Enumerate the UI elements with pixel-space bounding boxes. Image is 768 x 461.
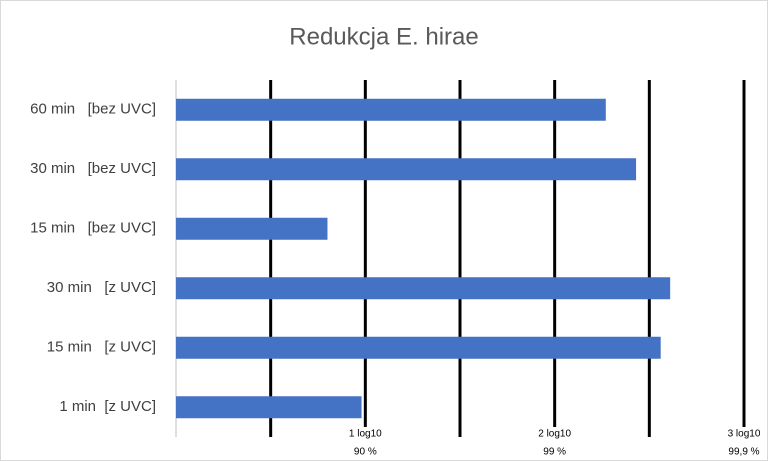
y-tick-label: 15 min [bez UVC] (30, 220, 156, 237)
bar (176, 336, 661, 359)
bar (176, 98, 606, 121)
x-tick-label: 2 log10 (538, 429, 571, 440)
x-tick-label: 3 log10 (728, 429, 761, 440)
x-tick-sublabel: 99,9 % (728, 447, 759, 458)
y-tick-label: 30 min [bez UVC] (30, 160, 156, 177)
chart-title: Redukcja E. hirae (289, 23, 478, 50)
bar (176, 396, 362, 419)
bar (176, 158, 637, 181)
bar (176, 277, 671, 300)
y-tick-label: 15 min [z UVC] (47, 339, 156, 356)
y-tick-label: 60 min [bez UVC] (30, 101, 156, 118)
x-tick-sublabel: 99 % (543, 447, 566, 458)
x-tick-sublabel: 90 % (354, 447, 377, 458)
y-tick-label: 1 min [z UVC] (59, 398, 156, 415)
bar (176, 217, 328, 240)
x-tick-label: 1 log10 (349, 429, 382, 440)
y-tick-label: 30 min [z UVC] (47, 279, 156, 296)
